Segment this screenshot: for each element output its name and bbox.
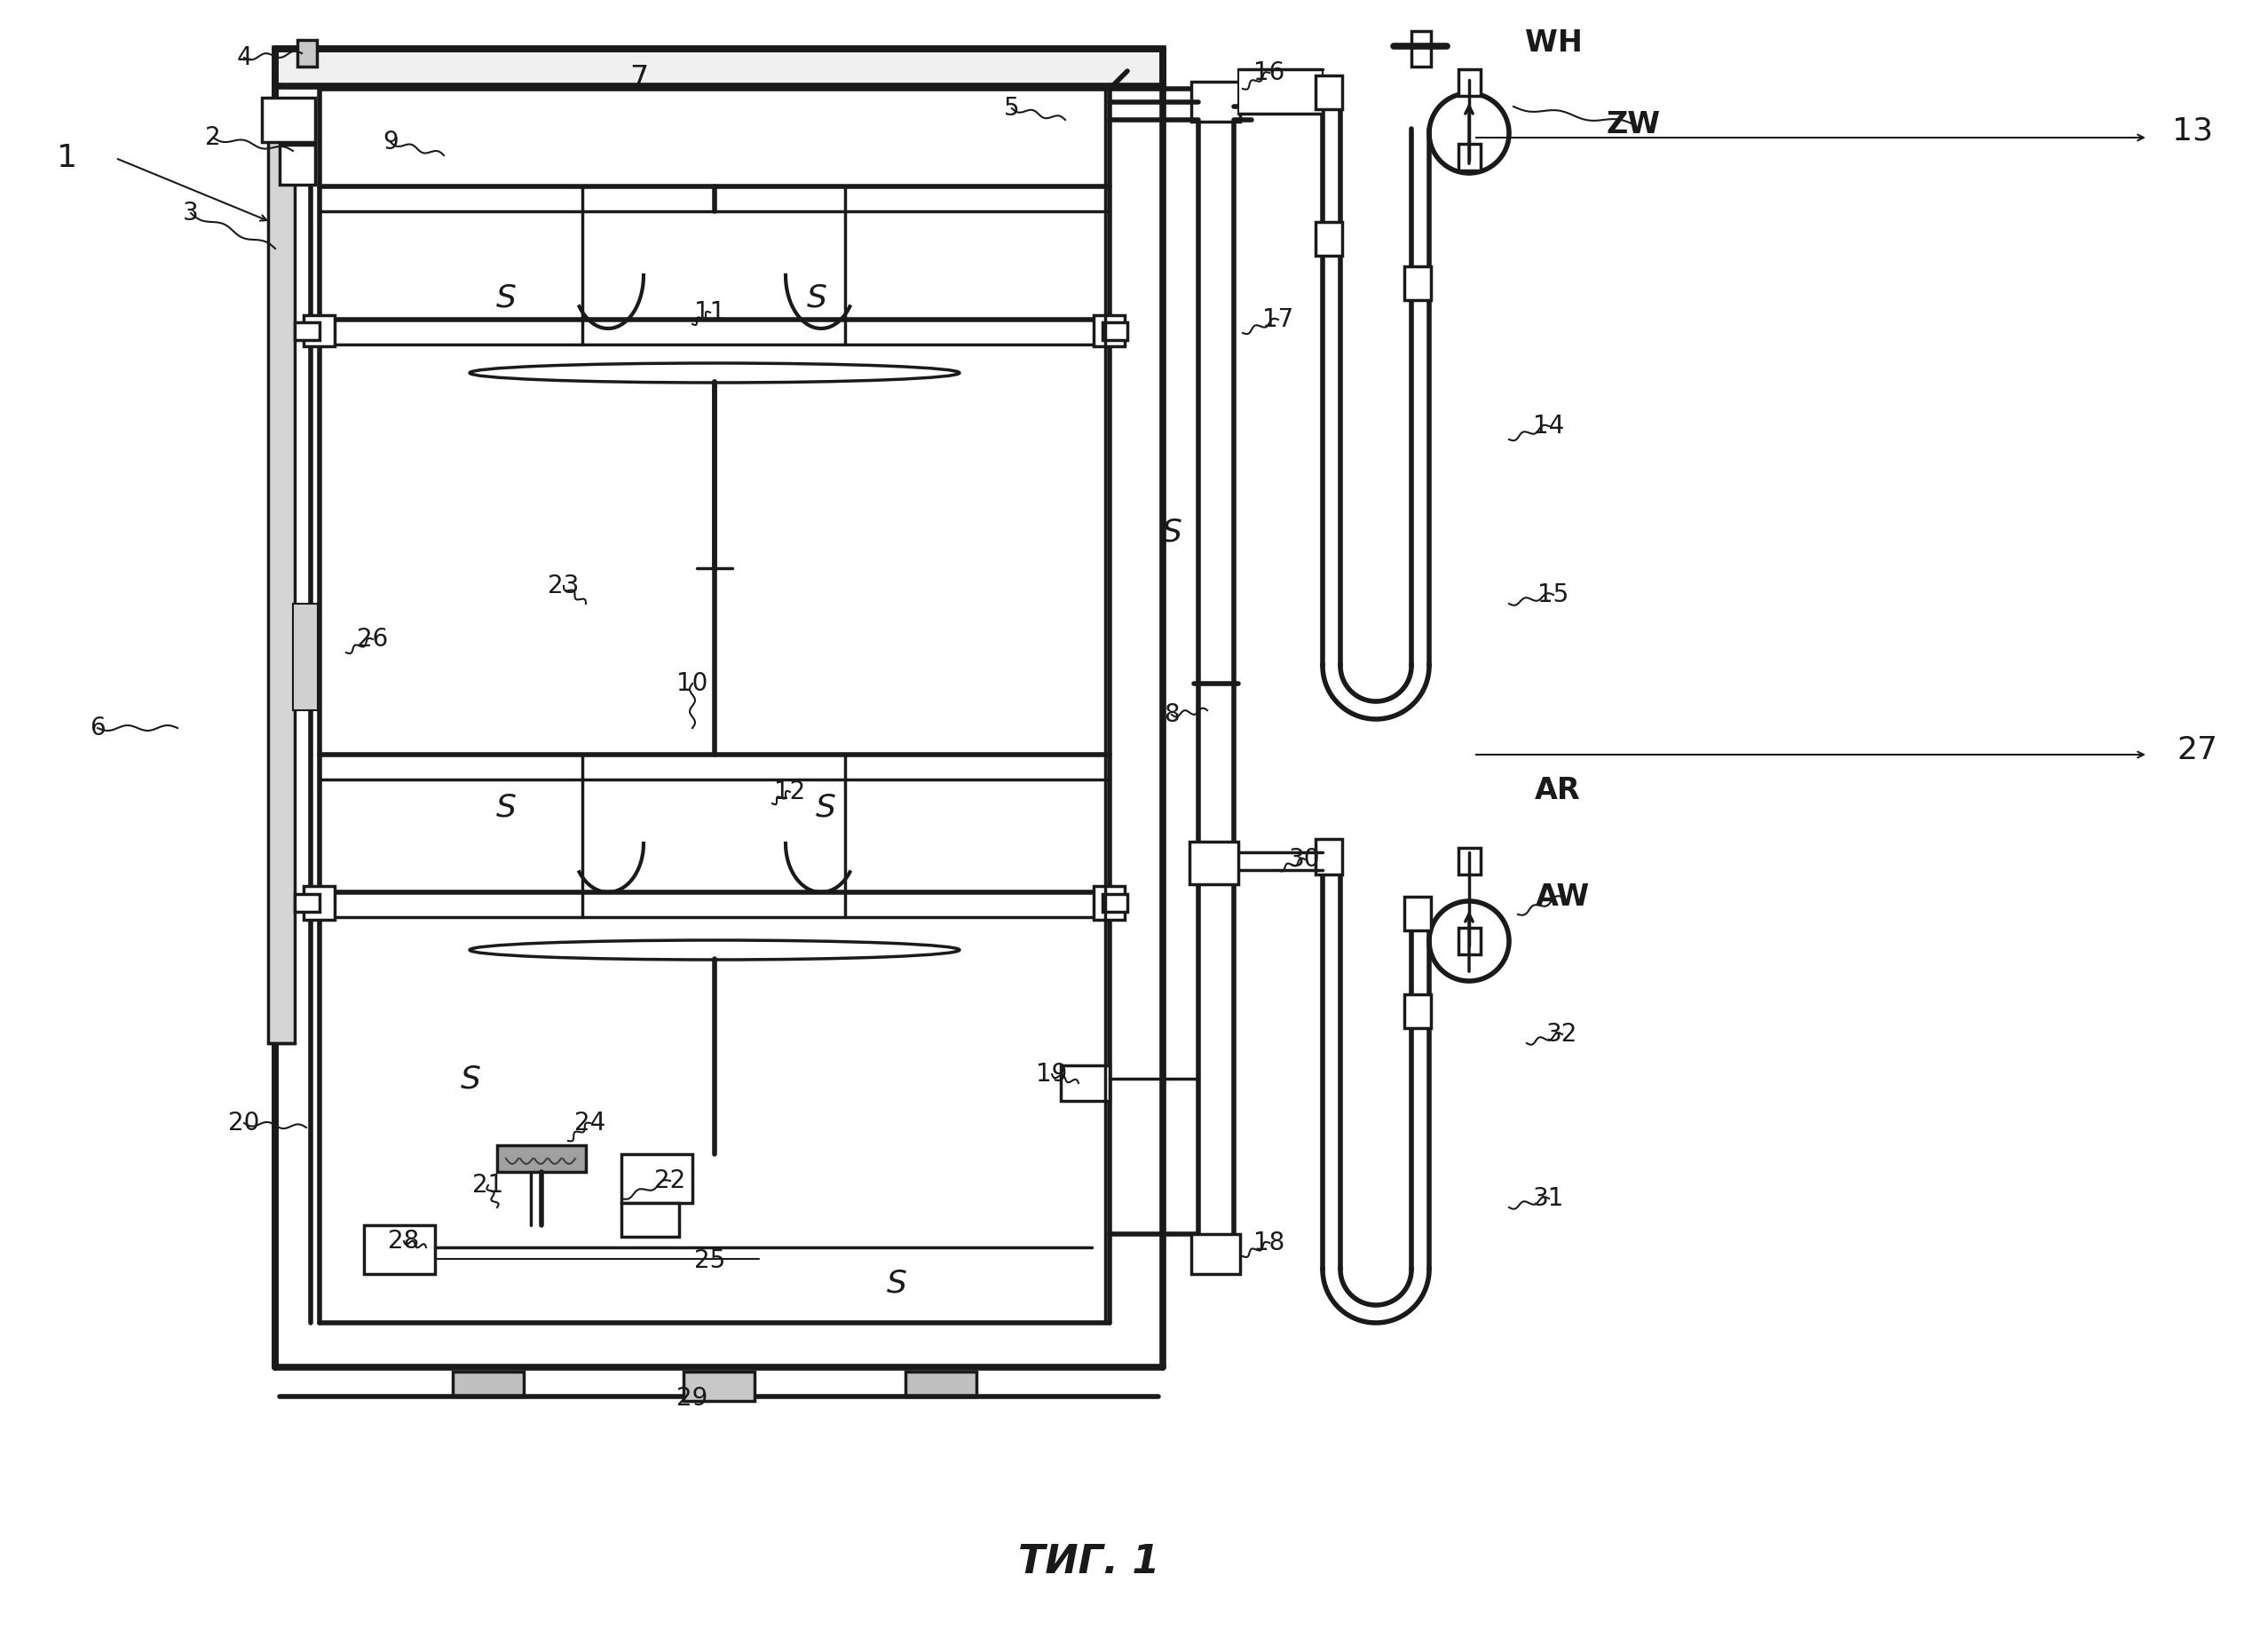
Text: 15: 15 xyxy=(1538,583,1569,608)
Bar xyxy=(1404,267,1431,300)
Text: 21: 21 xyxy=(472,1173,503,1197)
Bar xyxy=(454,1371,524,1397)
Text: 24: 24 xyxy=(574,1111,606,1135)
Bar xyxy=(1411,31,1431,67)
Bar xyxy=(1315,75,1343,110)
Text: S: S xyxy=(816,793,835,822)
Bar xyxy=(297,39,318,67)
Text: 1: 1 xyxy=(57,143,77,174)
Bar xyxy=(304,314,336,346)
Bar xyxy=(268,111,295,1043)
Bar xyxy=(683,1371,755,1400)
Bar xyxy=(1315,839,1343,875)
Bar xyxy=(497,1145,585,1171)
Text: 16: 16 xyxy=(1254,61,1286,85)
Bar xyxy=(1458,69,1481,97)
Text: 17: 17 xyxy=(1263,308,1293,333)
Bar xyxy=(1458,927,1481,955)
Bar xyxy=(363,1225,435,1274)
Bar xyxy=(1102,894,1127,912)
Text: 6: 6 xyxy=(91,716,107,740)
Text: S: S xyxy=(1161,518,1182,547)
Text: 32: 32 xyxy=(1547,1022,1579,1047)
Bar xyxy=(621,1202,678,1237)
Bar xyxy=(304,886,336,921)
Text: ΤИГ. 1: ΤИГ. 1 xyxy=(1018,1543,1159,1582)
Bar xyxy=(1238,69,1322,113)
Text: 8: 8 xyxy=(1163,703,1179,727)
Text: 14: 14 xyxy=(1533,414,1565,439)
Text: WH: WH xyxy=(1524,28,1583,57)
Text: AR: AR xyxy=(1535,775,1581,804)
Bar xyxy=(1191,82,1241,121)
Text: S: S xyxy=(887,1268,907,1297)
Bar xyxy=(1404,994,1431,1029)
Text: 2: 2 xyxy=(204,124,220,151)
Text: S: S xyxy=(460,1063,481,1094)
Text: 26: 26 xyxy=(356,627,388,652)
Text: 28: 28 xyxy=(388,1228,420,1253)
Text: S: S xyxy=(497,282,517,313)
Bar xyxy=(1093,314,1125,346)
Text: 22: 22 xyxy=(655,1168,685,1192)
Text: 31: 31 xyxy=(1533,1186,1565,1210)
Text: 5: 5 xyxy=(1005,97,1021,121)
Bar xyxy=(1188,842,1238,885)
Text: 7: 7 xyxy=(631,64,649,93)
Text: 3: 3 xyxy=(184,200,200,226)
Bar xyxy=(1102,323,1127,341)
Text: 18: 18 xyxy=(1254,1230,1286,1255)
Bar xyxy=(261,98,315,143)
Text: 19: 19 xyxy=(1036,1061,1068,1086)
Text: 13: 13 xyxy=(2173,116,2214,146)
Bar xyxy=(295,894,320,912)
Text: 25: 25 xyxy=(694,1248,726,1273)
Text: 23: 23 xyxy=(549,573,578,598)
Bar xyxy=(293,604,318,711)
Bar xyxy=(1061,1065,1109,1101)
Text: 9: 9 xyxy=(383,129,399,154)
Text: S: S xyxy=(807,282,828,313)
Bar xyxy=(1191,1233,1241,1274)
Text: 30: 30 xyxy=(1288,847,1320,871)
Text: 27: 27 xyxy=(2177,735,2218,765)
Text: 10: 10 xyxy=(676,672,708,696)
Bar xyxy=(279,144,315,185)
Bar xyxy=(905,1371,978,1397)
Bar xyxy=(1458,144,1481,170)
Bar xyxy=(1315,223,1343,256)
Text: 12: 12 xyxy=(773,780,805,804)
Text: AW: AW xyxy=(1535,881,1590,911)
Text: S: S xyxy=(497,793,517,822)
Bar xyxy=(1093,886,1125,921)
Text: 4: 4 xyxy=(236,46,252,70)
Bar xyxy=(621,1155,692,1202)
Text: 20: 20 xyxy=(229,1111,261,1135)
Text: ZW: ZW xyxy=(1606,110,1660,139)
Text: 11: 11 xyxy=(694,300,726,324)
Bar xyxy=(274,49,1163,87)
Text: 29: 29 xyxy=(676,1386,708,1410)
Bar xyxy=(1404,896,1431,930)
Bar xyxy=(295,323,320,341)
Bar xyxy=(1458,848,1481,875)
